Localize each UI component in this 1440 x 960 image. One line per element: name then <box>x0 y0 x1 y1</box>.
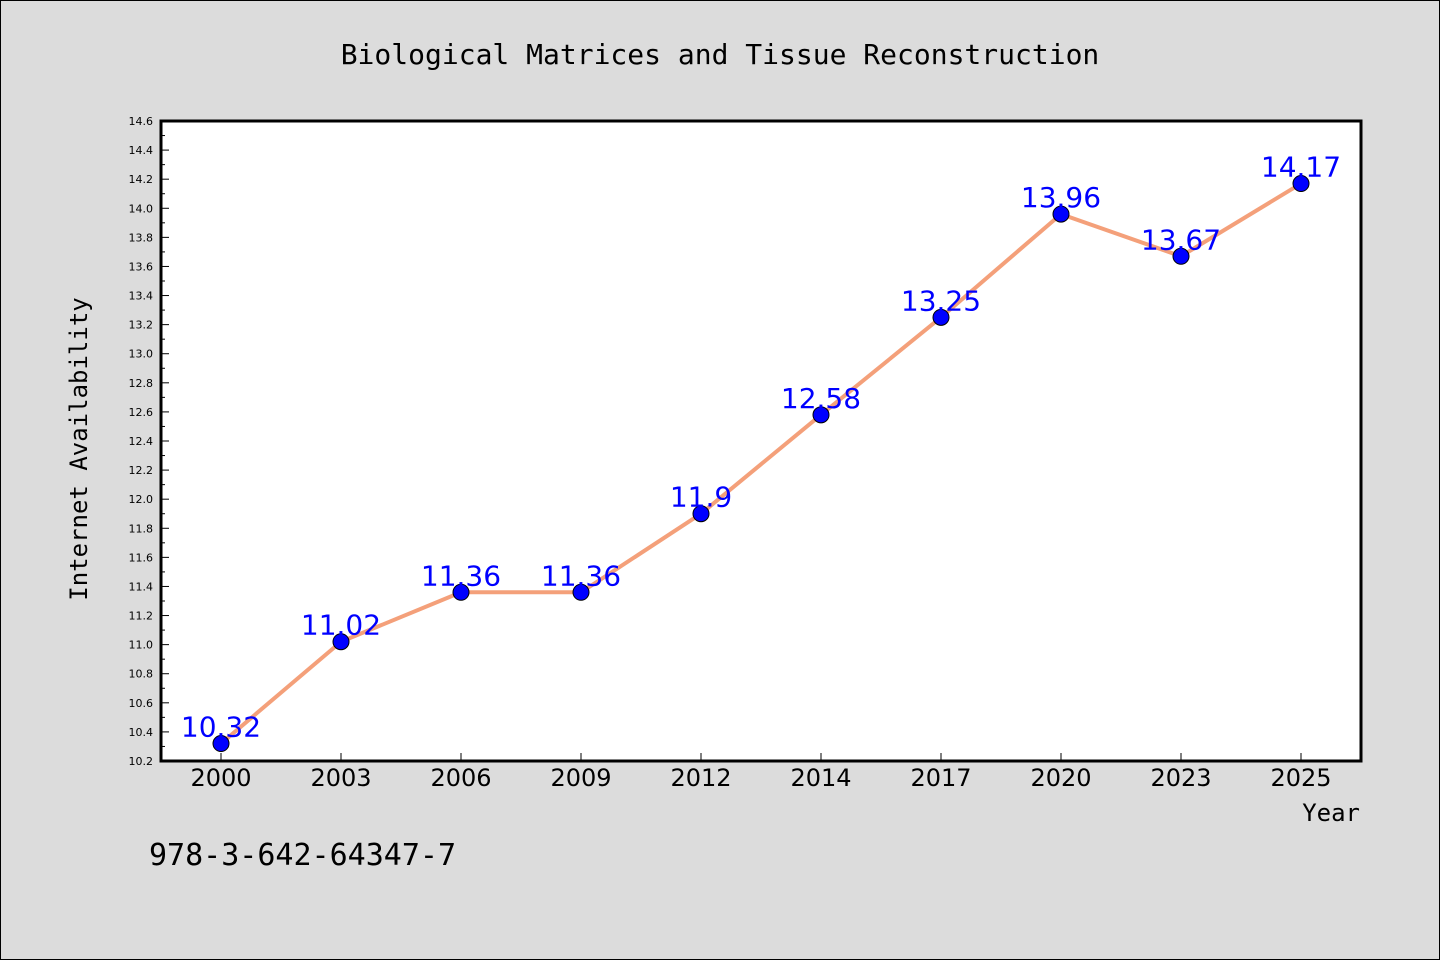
data-label: 14.17 <box>1261 151 1341 184</box>
y-tick-label: 14.2 <box>129 173 154 186</box>
isbn-text: 978-3-642-64347-7 <box>149 838 456 873</box>
data-point <box>1052 205 1070 223</box>
data-point <box>212 735 230 753</box>
y-tick-label: 13.0 <box>129 348 154 361</box>
data-label: 12.58 <box>781 382 861 415</box>
x-tick-label: 2003 <box>310 764 371 792</box>
data-point <box>572 583 590 601</box>
y-tick-label: 13.2 <box>129 319 154 332</box>
y-axis: 10.2 10.4 10.6 10.8 11.0 11.2 11.4 11.6 11.8 12.0… <box>129 115 169 768</box>
data-point <box>452 583 470 601</box>
data-label: 13.25 <box>901 284 981 317</box>
data-point <box>1172 247 1190 265</box>
plot-area <box>159 119 1363 763</box>
x-tick-label: 2025 <box>1270 764 1331 792</box>
x-tick-label: 2009 <box>550 764 611 792</box>
y-tick-label: 14.4 <box>129 144 154 157</box>
data-label: 10.32 <box>181 711 261 744</box>
y-tick-label: 13.4 <box>129 290 154 303</box>
data-label: 13.96 <box>1021 181 1101 214</box>
y-tick-label: 11.8 <box>129 522 154 535</box>
x-tick-label: 2023 <box>1150 764 1211 792</box>
data-label: 11.36 <box>421 559 501 592</box>
y-tick-label: 13.6 <box>129 260 154 273</box>
x-tick-label: 2014 <box>790 764 851 792</box>
y-tick-label: 12.6 <box>129 406 154 419</box>
y-tick-label: 12.4 <box>129 435 154 448</box>
y-tick-label: 12.0 <box>129 493 154 506</box>
y-axis-label: Internet Availability <box>65 297 93 600</box>
x-tick-label: 2020 <box>1030 764 1091 792</box>
series-line <box>219 181 1303 746</box>
y-tick-label: 12.8 <box>129 377 154 390</box>
y-tick-label: 11.2 <box>129 610 154 623</box>
data-label: 11.36 <box>541 559 621 592</box>
chart-title: Biological Matrices and Tissue Reconstru… <box>341 38 1100 71</box>
data-point <box>332 633 350 651</box>
x-tick-label: 2017 <box>910 764 971 792</box>
x-tick-label: 2006 <box>430 764 491 792</box>
y-tick-label: 14.6 <box>129 115 154 128</box>
y-tick-label: 13.8 <box>129 231 154 244</box>
data-point <box>812 406 830 424</box>
y-tick-label: 10.4 <box>129 726 154 739</box>
y-tick-label: 10.6 <box>129 697 154 710</box>
data-point <box>1292 175 1310 193</box>
y-tick-label: 14.0 <box>129 202 154 215</box>
y-tick-label: 11.4 <box>129 580 154 593</box>
y-tick-label: 12.2 <box>129 464 154 477</box>
y-tick-label: 11.6 <box>129 551 154 564</box>
y-tick-label: 10.2 <box>129 755 154 768</box>
y-tick-label: 10.8 <box>129 668 154 681</box>
series-internet-availability: 10.32 11.02 11.36 11.36 11.9 12.58 13.25 13.96 1… <box>181 151 1341 753</box>
data-point <box>932 308 950 326</box>
x-axis: 2000 2003 2006 2009 2012 2014 2017 2020 2023 2025 <box>190 753 1332 792</box>
data-point <box>692 505 710 523</box>
data-label: 11.9 <box>670 481 732 514</box>
x-axis-label: Year <box>1302 799 1360 827</box>
x-tick-label: 2012 <box>670 764 731 792</box>
data-label: 11.02 <box>301 609 381 642</box>
y-tick-label: 11.0 <box>129 639 154 652</box>
x-tick-label: 2000 <box>190 764 251 792</box>
data-label: 13.67 <box>1141 223 1221 256</box>
